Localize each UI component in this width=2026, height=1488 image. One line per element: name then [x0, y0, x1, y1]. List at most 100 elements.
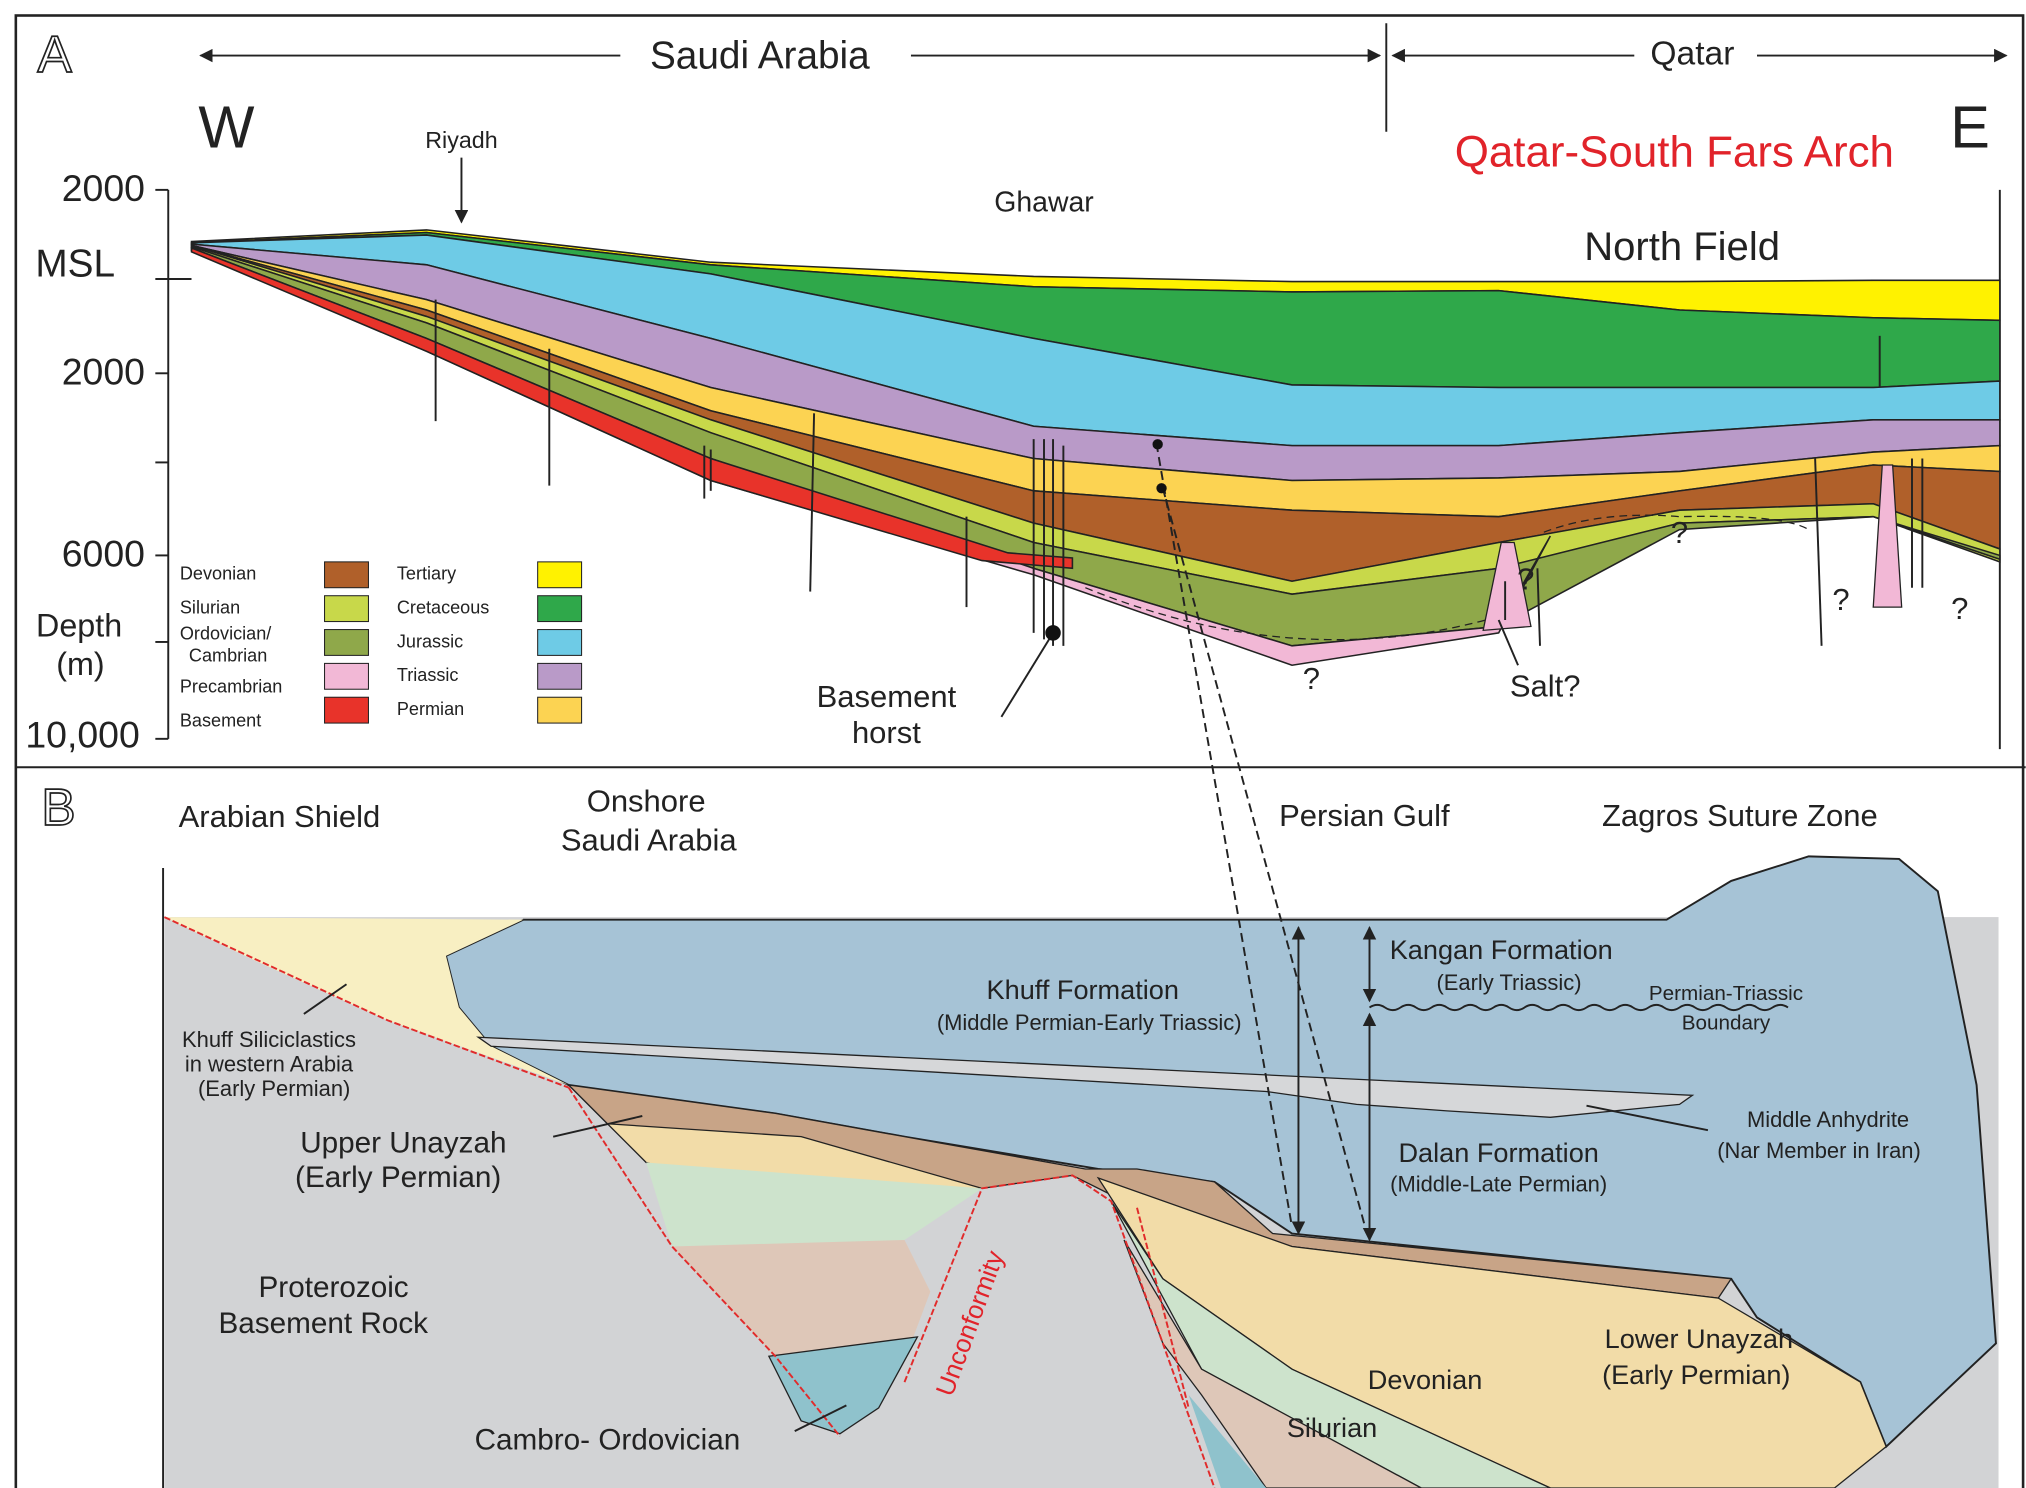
siliciclastics	[164, 917, 569, 1085]
depth-label: 2000	[62, 167, 145, 209]
unit-label: Khuff Formation	[987, 974, 1179, 1005]
region: Arabian Shield	[179, 799, 381, 834]
khuff-body	[444, 855, 1997, 1449]
salt-dome	[1482, 541, 1532, 632]
layer	[1188, 1395, 1267, 1488]
axis-title: (m)	[56, 646, 104, 682]
unit-label: Khuff Siliciclastics	[182, 1027, 356, 1052]
unit-label: Upper Unayzah	[300, 1126, 506, 1159]
direction: W	[198, 93, 254, 160]
legend-label: Permian	[397, 699, 464, 719]
unit-label: Middle Anhydrite	[1747, 1107, 1909, 1132]
unit-label: (Early Permian)	[198, 1076, 350, 1101]
unit-label: (Middle-Late Permian)	[1390, 1172, 1607, 1197]
cross-section	[190, 229, 2001, 667]
place: Riyadh	[425, 127, 497, 153]
unit-label: Kangan Formation	[1390, 934, 1613, 965]
unit-label: (Early Permian)	[295, 1161, 501, 1194]
panel-label: A	[37, 25, 72, 83]
legend: Devonian Silurian Ordovician/Cambrian Preca…	[180, 561, 583, 731]
unit-label: Cambro- Ordovician	[475, 1423, 741, 1456]
well-dot	[1152, 439, 1163, 450]
unit-label: Basement Rock	[218, 1307, 428, 1340]
legend-label: Cambrian	[189, 645, 267, 665]
section-b	[163, 439, 1999, 1488]
region: Zagros Suture Zone	[1602, 798, 1878, 833]
correlation-line	[1161, 487, 1368, 1234]
title: Qatar-South Fars Arch	[1455, 128, 1894, 177]
place: Ghawar	[994, 187, 1093, 219]
question-mark: ?	[1303, 661, 1320, 696]
legend-label: Basement	[180, 711, 261, 731]
legend-swatch	[324, 662, 369, 690]
unit-label: in western Arabia	[185, 1051, 354, 1076]
depth-axis: 2000 MSL 2000 6000 10,000 Depth (m)	[25, 167, 2001, 755]
dashed-boundary	[1085, 587, 1486, 641]
legend-swatch	[324, 629, 369, 656]
dashed-boundary	[1543, 514, 1809, 533]
legend-swatch	[537, 561, 583, 589]
legend-label: Precambrian	[180, 677, 282, 697]
legend-label: Triassic	[397, 665, 459, 685]
correlation-line	[1155, 442, 1293, 1228]
annotation: Salt?	[1510, 669, 1581, 704]
pointer	[1497, 619, 1519, 666]
question-mark: ?	[1517, 561, 1534, 596]
region: Saudi Arabia	[561, 822, 738, 857]
pointer	[1000, 632, 1054, 718]
country: Qatar	[1650, 35, 1734, 72]
pointer-dot	[1045, 625, 1061, 641]
unit-label: Lower Unayzah	[1605, 1323, 1793, 1354]
unit-label: Devonian	[1368, 1364, 1483, 1395]
anhydrite	[476, 1036, 1695, 1118]
annotation: Basement	[817, 679, 957, 714]
question-mark: ?	[1832, 582, 1849, 617]
well-dot	[1156, 483, 1167, 494]
unit-label: (Nar Member in Iran)	[1717, 1138, 1921, 1163]
unit-label: Boundary	[1682, 1012, 1771, 1035]
legend-label: Tertiary	[397, 564, 456, 584]
unit-label: (Early Triassic)	[1436, 970, 1581, 995]
depth-label: 6000	[62, 533, 145, 575]
frame	[14, 14, 2025, 1488]
annotation: horst	[852, 715, 921, 750]
legend-swatch	[537, 629, 583, 656]
legend-swatch	[324, 595, 369, 623]
unit-label: (Early Permian)	[1602, 1359, 1790, 1390]
legend-swatch	[537, 662, 583, 690]
legend-label: Devonian	[180, 564, 256, 584]
country: Saudi Arabia	[650, 34, 870, 77]
legend-label: Cretaceous	[397, 597, 489, 617]
unconformity-line	[163, 916, 1216, 1488]
leaders	[303, 983, 1709, 1433]
unit-label: Silurian	[1287, 1412, 1377, 1443]
layer	[566, 1084, 1733, 1299]
layer	[646, 1162, 982, 1260]
unit-label: (Middle Permian-Early Triassic)	[937, 1010, 1242, 1035]
legend-swatch	[537, 595, 583, 623]
panel-label: B	[41, 778, 75, 836]
layer	[672, 1240, 931, 1357]
legend-swatch	[324, 561, 369, 589]
unit-label: Permian-Triassic	[1649, 982, 1803, 1005]
question-mark: ?	[1951, 591, 1968, 626]
layer	[190, 246, 1074, 570]
depth-label: MSL	[35, 242, 115, 285]
legend-label: Silurian	[180, 597, 240, 617]
axis-title: Depth	[36, 607, 122, 643]
legend-label: Ordovician/	[180, 624, 272, 644]
unit-label: Dalan Formation	[1398, 1137, 1598, 1168]
depth-label: 2000	[62, 350, 145, 392]
legend-swatch	[324, 696, 369, 724]
legend-label: Jurassic	[397, 631, 463, 651]
direction: E	[1950, 93, 1990, 160]
place: North Field	[1584, 225, 1780, 269]
depth-label: 10,000	[25, 713, 140, 755]
layer	[767, 1336, 919, 1435]
unit-label: Proterozoic	[259, 1271, 409, 1304]
region: Persian Gulf	[1279, 798, 1450, 833]
question-mark: ?	[1671, 515, 1688, 550]
legend-swatch	[537, 696, 583, 724]
region: Onshore	[587, 784, 706, 819]
